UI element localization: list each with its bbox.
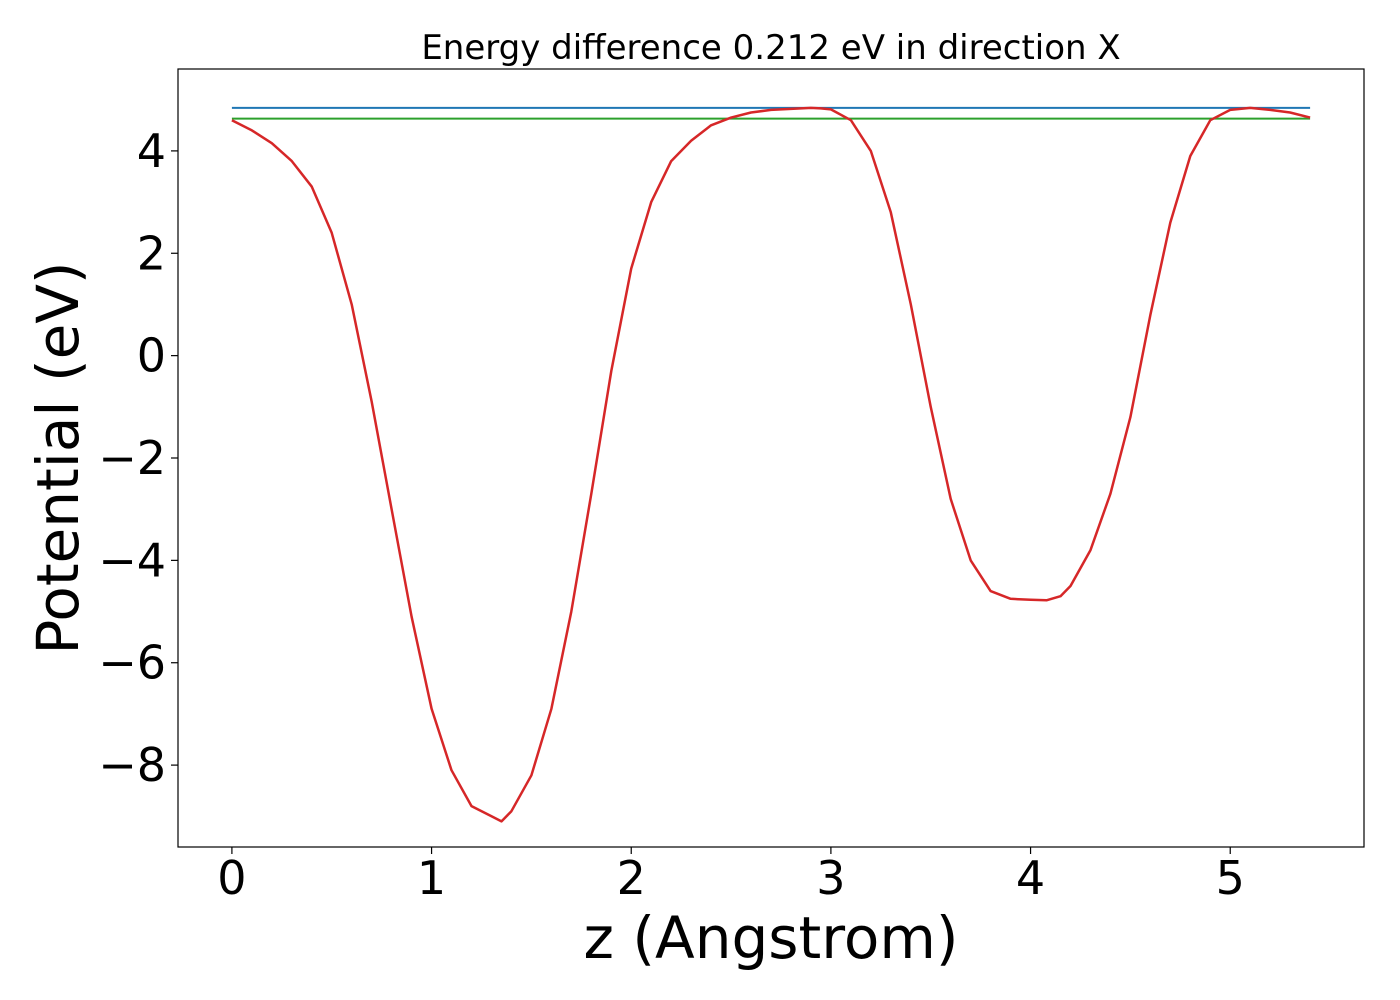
x-tick-label: 3 xyxy=(816,851,845,905)
y-axis-label: Potential (eV) xyxy=(24,261,92,654)
series-line-0 xyxy=(231,106,1311,823)
x-tick-label: 1 xyxy=(417,851,446,905)
x-tick-label: 2 xyxy=(617,851,646,905)
x-axis: 0 1 2 3 4 5 xyxy=(217,847,1245,905)
y-axis: −8 −6 −4 −2 0 2 4 xyxy=(98,124,178,792)
y-tick-label: 0 xyxy=(137,329,166,383)
x-axis-label: z (Angstrom) xyxy=(584,904,959,972)
x-tick-label: 0 xyxy=(217,851,246,905)
y-tick-label: −8 xyxy=(98,738,166,792)
y-tick-label: −2 xyxy=(98,431,166,485)
series-layer xyxy=(231,106,1311,823)
y-tick-label: 4 xyxy=(137,124,166,178)
y-tick-label: −4 xyxy=(98,533,166,587)
y-tick-label: −6 xyxy=(98,636,166,690)
x-tick-label: 5 xyxy=(1216,851,1245,905)
chart-title: Energy difference 0.212 eV in direction … xyxy=(421,28,1120,68)
x-tick-label: 4 xyxy=(1016,851,1045,905)
y-tick-label: 2 xyxy=(137,226,166,280)
